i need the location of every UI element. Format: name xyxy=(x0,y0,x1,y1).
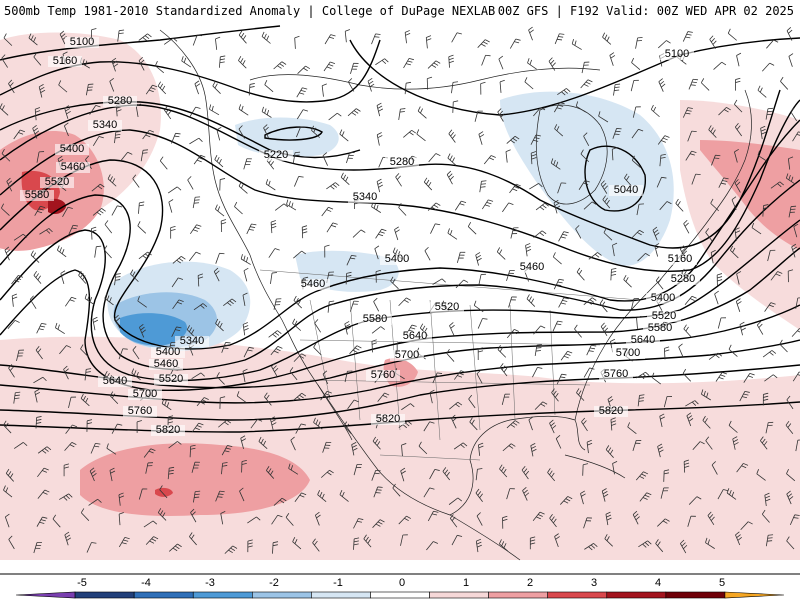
model-run-info: 00Z GFS | F192 Valid: 00Z WED APR 02 202… xyxy=(498,0,794,22)
colorbar-segment xyxy=(370,592,429,598)
colorbar-segment xyxy=(725,592,784,598)
colorbar-segment xyxy=(607,592,666,598)
contour-label-5100-ne: 5100 xyxy=(665,48,689,60)
contour-label-5460-gl: 5460 xyxy=(520,261,544,273)
colorbar-segment xyxy=(193,592,252,598)
contour-label-5400-nw: 5400 xyxy=(60,143,84,155)
contour-label-5460-nw: 5460 xyxy=(61,161,85,173)
contour-label-5160-e: 5160 xyxy=(668,253,692,265)
contour-label-5700-e: 5700 xyxy=(616,347,640,359)
contour-label-5400-e: 5400 xyxy=(651,292,675,304)
colorbar-segment xyxy=(75,592,134,598)
contour-label-5220-ak: 5220 xyxy=(264,149,288,161)
colorbar-tick-label: -5 xyxy=(77,577,87,589)
contour-label-5280-ca: 5280 xyxy=(390,156,414,168)
contour-label-5280-nw: 5280 xyxy=(108,95,132,107)
contour-label-5340-low: 5340 xyxy=(180,335,204,347)
colorbar-tick-label: 2 xyxy=(527,577,533,589)
contour-label-5760-pac: 5760 xyxy=(128,405,152,417)
colorbar-segment xyxy=(16,592,75,598)
contour-label-5640-pac: 5640 xyxy=(103,375,127,387)
colorbar-segment xyxy=(311,592,370,598)
contour-label-5520-e: 5520 xyxy=(652,310,676,322)
colorbar-segment xyxy=(134,592,193,598)
colorbar-segments xyxy=(16,592,784,598)
contour-label-5640-e: 5640 xyxy=(631,334,655,346)
contour-label-5400-low: 5400 xyxy=(156,346,180,358)
contour-label-5580-us: 5580 xyxy=(363,313,387,325)
contour-label-5040-hb: 5040 xyxy=(614,184,638,196)
colorbar-tick-label: -1 xyxy=(333,577,343,589)
contour-label-5460-low: 5460 xyxy=(154,358,178,370)
contour-label-5700-us: 5700 xyxy=(395,349,419,361)
colorbar-segment xyxy=(666,592,725,598)
contour-label-5160-nw: 5160 xyxy=(53,55,77,67)
colorbar: -5 -4 -3 -2 -1 0 1 2 3 4 5 xyxy=(0,574,800,598)
contour-label-5820-e: 5820 xyxy=(599,405,623,417)
contour-label-5760-e: 5760 xyxy=(604,368,628,380)
colorbar-segment xyxy=(252,592,311,598)
contour-label-5580-e: 5580 xyxy=(648,322,672,334)
colorbar-tick-label: -3 xyxy=(205,577,215,589)
contour-label-5520-nw: 5520 xyxy=(45,176,69,188)
colorbar-tick-label: 3 xyxy=(591,577,597,589)
map-title: 500mb Temp 1981-2010 Standardized Anomal… xyxy=(4,0,495,22)
colorbar-tick-label: 5 xyxy=(719,577,725,589)
colorbar-segment xyxy=(489,592,548,598)
contour-label-5280-e: 5280 xyxy=(671,273,695,285)
contour-label-5820-pac: 5820 xyxy=(156,424,180,436)
colorbar-segment xyxy=(548,592,607,598)
contour-label-5700-pac: 5700 xyxy=(133,388,157,400)
contour-label-5340-ca: 5340 xyxy=(353,191,377,203)
contour-label-5820-mx: 5820 xyxy=(376,413,400,425)
colorbar-tick-label: -4 xyxy=(141,577,151,589)
contour-label-5100-nw: 5100 xyxy=(70,36,94,48)
contour-label-5580-nw: 5580 xyxy=(25,189,49,201)
contour-label-5340-nw: 5340 xyxy=(93,119,117,131)
contour-label-5460-us: 5460 xyxy=(301,278,325,290)
colorbar-ticks: -5 -4 -3 -2 -1 0 1 2 3 4 5 xyxy=(77,577,725,589)
colorbar-tick-label: 1 xyxy=(463,577,469,589)
contour-label-5640-us: 5640 xyxy=(403,330,427,342)
contour-label-5760-sw: 5760 xyxy=(371,369,395,381)
contour-label-5400-us: 5400 xyxy=(385,253,409,265)
colorbar-tick-label: 0 xyxy=(399,577,405,589)
contour-label-5520-low: 5520 xyxy=(159,373,183,385)
contour-label-5520-us: 5520 xyxy=(435,301,459,313)
colorbar-segment xyxy=(430,592,489,598)
colorbar-tick-label: 4 xyxy=(655,577,661,589)
colorbar-tick-label: -2 xyxy=(269,577,279,589)
